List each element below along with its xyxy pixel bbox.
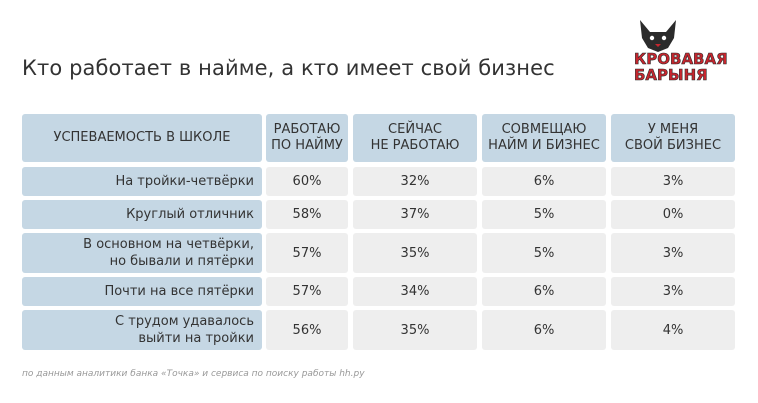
header-combine-line2: НАЙМ И БИЗНЕС [488, 138, 600, 153]
table-cell: 60% [266, 167, 348, 196]
row-label-line2: выйти на тройки [138, 331, 254, 346]
header-unemployed: СЕЙЧАС НЕ РАБОТАЮ [353, 114, 477, 162]
row-label-line2: но бывали и пятёрки [109, 254, 254, 269]
table-cell: 6% [482, 310, 606, 350]
header-employed-line1: РАБОТАЮ [273, 122, 341, 137]
table-cell: 35% [353, 233, 477, 273]
row-label-text: Круглый отличник [126, 207, 254, 222]
table-cell: 4% [611, 310, 735, 350]
table-cell: 3% [611, 167, 735, 196]
table-row-label: На тройки-четвёрки [22, 167, 262, 196]
logo-text-line1: КРОВАВАЯ [634, 50, 728, 68]
table-cell: 57% [266, 233, 348, 273]
table-row-label: Круглый отличник [22, 200, 262, 229]
header-employed: РАБОТАЮ ПО НАЙМУ [266, 114, 348, 162]
table-cell: 35% [353, 310, 477, 350]
brand-logo: КРОВАВАЯ БАРЫНЯ [632, 18, 736, 88]
table-cell: 5% [482, 200, 606, 229]
source-footnote: по данным аналитики банка «Точка» и серв… [22, 369, 365, 379]
header-unemployed-line2: НЕ РАБОТАЮ [370, 138, 460, 153]
row-label-line1: С трудом удавалось [115, 314, 254, 329]
table-cell: 3% [611, 277, 735, 306]
header-combine-line1: СОВМЕЩАЮ [501, 122, 587, 137]
header-own-business-line2: СВОЙ БИЗНЕС [624, 138, 722, 153]
header-subject: УСПЕВАЕМОСТЬ В ШКОЛЕ [22, 114, 262, 162]
header-employed-line2: ПО НАЙМУ [271, 138, 343, 153]
page-title: Кто работает в найме, а кто имеет свой б… [22, 56, 555, 80]
table-cell: 34% [353, 277, 477, 306]
header-own-business-line1: У МЕНЯ [647, 122, 699, 137]
table-row-label: Почти на все пятёрки [22, 277, 262, 306]
table-cell: 37% [353, 200, 477, 229]
header-combine: СОВМЕЩАЮ НАЙМ И БИЗНЕС [482, 114, 606, 162]
header-own-business: У МЕНЯ СВОЙ БИЗНЕС [611, 114, 735, 162]
row-label-text: На тройки-четвёрки [115, 174, 254, 189]
table-cell: 6% [482, 277, 606, 306]
table-cell: 57% [266, 277, 348, 306]
table-cell: 0% [611, 200, 735, 229]
table-cell: 3% [611, 233, 735, 273]
table-cell: 5% [482, 233, 606, 273]
fox-icon [640, 20, 676, 52]
table-cell: 32% [353, 167, 477, 196]
row-label-text: Почти на все пятёрки [104, 284, 254, 299]
table-cell: 6% [482, 167, 606, 196]
logo-text-line2: БАРЫНЯ [634, 66, 708, 84]
header-unemployed-line1: СЕЙЧАС [388, 122, 442, 137]
table-cell: 58% [266, 200, 348, 229]
row-label-line1: В основном на четвёрки, [83, 237, 254, 252]
header-subject-label: УСПЕВАЕМОСТЬ В ШКОЛЕ [53, 130, 231, 145]
table-row-label: С трудом удавалось выйти на тройки [22, 310, 262, 350]
table-cell: 56% [266, 310, 348, 350]
table-row-label: В основном на четвёрки, но бывали и пятё… [22, 233, 262, 273]
